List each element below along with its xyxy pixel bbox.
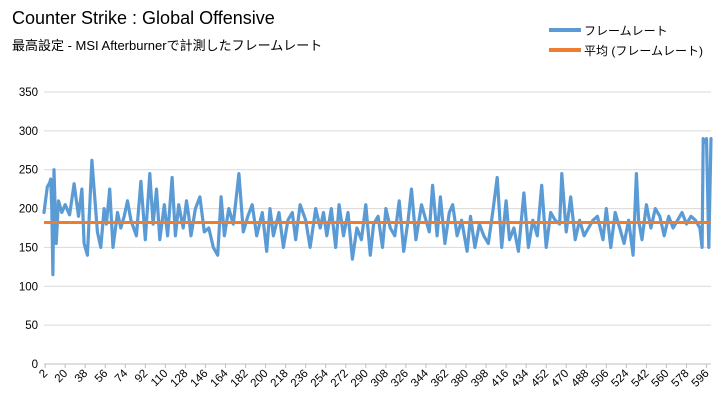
x-tick-label: 560 <box>650 368 672 390</box>
x-tick-label: 470 <box>549 368 571 390</box>
x-tick-label: 542 <box>629 368 651 390</box>
x-tick-label: 20 <box>53 368 71 386</box>
legend-label-average: 平均 (フレームレート) <box>584 43 703 58</box>
legend-label-framerate: フレームレート <box>584 23 668 38</box>
series-line-framerate <box>42 137 713 277</box>
x-tick-label: 128 <box>168 368 190 390</box>
y-tick-label: 300 <box>19 126 38 138</box>
x-tick-label: 308 <box>369 368 391 390</box>
y-tick-label: 350 <box>19 87 38 99</box>
x-tick-label: 434 <box>509 367 531 389</box>
x-tick-label: 452 <box>529 368 551 390</box>
legend-item-framerate: フレームレート <box>549 20 703 40</box>
x-tick-label: 524 <box>609 367 631 389</box>
chart-subtitle: 最高設定 - MSI Afterburnerで計測したフレームレート <box>12 38 323 53</box>
y-tick-label: 250 <box>19 165 38 177</box>
legend-item-average: 平均 (フレームレート) <box>549 40 703 60</box>
x-tick-label: 254 <box>309 367 331 389</box>
x-tick-label: 92 <box>133 368 151 386</box>
x-tick-label: 110 <box>149 368 170 389</box>
gridlines <box>44 91 711 365</box>
x-tick-label: 2 <box>37 368 50 381</box>
x-tick-label: 596 <box>690 368 712 390</box>
x-tick-label: 200 <box>249 368 271 390</box>
x-tick-label: 56 <box>93 368 111 386</box>
x-tick-label: 488 <box>569 368 591 390</box>
y-tick-label: 200 <box>19 204 38 216</box>
x-tick-label: 218 <box>269 368 291 390</box>
x-tick-label: 146 <box>189 368 211 390</box>
x-tick-label: 272 <box>329 368 351 390</box>
x-tick-label: 182 <box>229 368 251 390</box>
x-tick-label: 362 <box>429 368 451 390</box>
y-axis-ticks: 0 50 100 150 200 250 300 350 <box>19 87 38 371</box>
x-tick-label: 380 <box>449 368 471 390</box>
x-tick-label: 290 <box>349 368 371 390</box>
chart-title: Counter Strike : Global Offensive <box>12 8 275 28</box>
y-tick-label: 50 <box>25 320 38 332</box>
series-group <box>42 137 713 277</box>
x-tick-label: 326 <box>389 368 411 390</box>
x-tick-label: 164 <box>209 367 231 389</box>
x-tick-label: 344 <box>409 367 431 389</box>
x-tick-label: 506 <box>589 368 611 390</box>
x-tick-label: 578 <box>670 368 692 390</box>
x-tick-label: 398 <box>469 368 491 390</box>
x-tick-label: 236 <box>289 368 311 390</box>
legend-swatch-framerate <box>549 28 581 32</box>
x-axis-ticks: 2 20 38 56 74 9211012814616418220021823625427… <box>37 364 712 390</box>
y-tick-label: 100 <box>19 281 38 293</box>
legend-swatch-average <box>549 48 581 52</box>
x-tick-label: 74 <box>113 367 131 385</box>
legend: フレームレート 平均 (フレームレート) <box>549 20 703 60</box>
y-tick-label: 150 <box>19 242 38 254</box>
y-tick-label: 0 <box>32 359 38 371</box>
x-tick-label: 416 <box>489 368 511 390</box>
x-tick-label: 38 <box>73 368 91 386</box>
